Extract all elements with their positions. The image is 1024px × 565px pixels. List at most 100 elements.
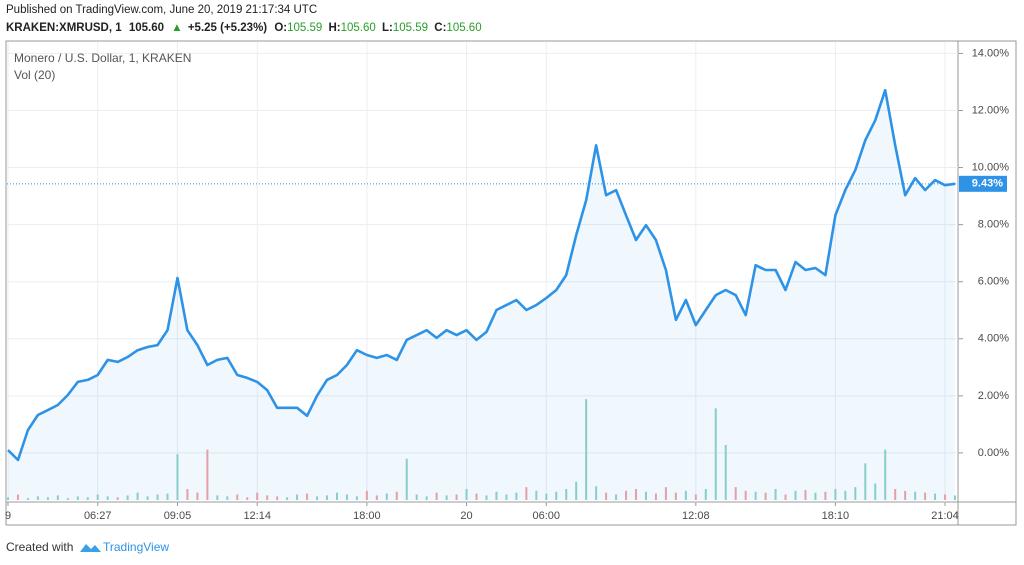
volume-bar	[714, 408, 717, 500]
volume-bar	[345, 494, 348, 500]
ohlc-value: 105.59	[287, 22, 322, 34]
y-tick-label: 2.00%	[978, 390, 1009, 402]
ohlc-value: 105.60	[341, 22, 376, 34]
volume-bar	[914, 491, 917, 500]
volume-bar	[864, 463, 867, 500]
plot	[7, 88, 958, 500]
volume-bar	[794, 490, 797, 500]
volume-bar	[605, 492, 608, 500]
y-tick-label: 6.00%	[978, 276, 1009, 288]
volume-bar	[306, 493, 309, 500]
volume-bar	[515, 492, 518, 500]
y-tick-label: 8.00%	[978, 219, 1009, 231]
volume-bar	[106, 496, 109, 500]
volume-bar	[236, 494, 239, 500]
volume-bar	[644, 491, 647, 500]
logo	[80, 544, 101, 552]
volume-bar	[335, 492, 338, 500]
volume-bar	[944, 494, 947, 500]
volume-bar	[405, 458, 408, 500]
volume-bar	[216, 495, 219, 500]
brand: TradingView	[103, 540, 169, 554]
volume-bar	[854, 487, 857, 500]
volume-bar	[954, 495, 956, 500]
volume	[7, 399, 956, 500]
volume-bar	[316, 496, 319, 500]
volume-bar	[246, 497, 249, 500]
change: +5.25 (+5.23%)	[188, 22, 267, 34]
grid	[7, 42, 958, 502]
volume-bar	[365, 490, 368, 500]
volume-bar	[176, 454, 179, 500]
price-line	[7, 88, 956, 462]
volume-bar	[296, 494, 299, 500]
volume-bar	[425, 496, 428, 500]
volume-bar	[814, 492, 817, 500]
volume-bar	[535, 490, 538, 500]
volume-bar	[704, 489, 707, 500]
volume-bar	[834, 489, 837, 500]
volume-bar	[784, 494, 787, 500]
volume-bar	[196, 492, 199, 500]
volume-bar	[555, 491, 558, 500]
volume-bar	[724, 445, 727, 500]
volume-bar	[804, 489, 807, 500]
volume-bar	[465, 489, 468, 500]
price: 105.60	[129, 22, 164, 34]
last-value-label: 9.43%	[972, 178, 1003, 190]
volume-bar	[525, 487, 528, 500]
volume-bar	[126, 495, 129, 500]
volume-bar	[585, 399, 588, 500]
ohlc-value: 105.60	[446, 22, 481, 34]
volume-bar	[894, 489, 897, 500]
volume-bar	[355, 496, 358, 500]
x-tick-label: 09:05	[164, 510, 192, 522]
volume-bar	[734, 487, 737, 500]
volume-bar	[694, 494, 697, 500]
arrow: ▲	[171, 22, 182, 34]
created-with: Created with	[6, 540, 73, 554]
x-tick-label: 06:27	[84, 510, 112, 522]
axes: 0.00% 2.00% 4.00% 6.00% 8.00% 10.00% 12.00% 14.…	[5, 47, 1009, 522]
volume-bar	[545, 493, 548, 500]
volume-bar	[455, 494, 458, 500]
pane-border	[5, 40, 1017, 526]
volume-bar	[146, 496, 149, 500]
volume-bar	[166, 493, 169, 500]
volume-bar	[615, 494, 618, 500]
volume-bar	[86, 497, 89, 500]
volume-bar	[66, 498, 69, 500]
volume-bar	[116, 497, 119, 500]
volume-bar	[635, 489, 638, 500]
volume-bar	[206, 449, 209, 500]
volume-bar	[595, 486, 598, 500]
volume-bar	[435, 492, 438, 500]
volume-bar	[16, 494, 19, 500]
ohlc-label: C:	[434, 22, 446, 34]
symbol-line: KRAKEN:XMRUSD, 1 105.60 ▲ +5.25 (+5.23%)…	[6, 22, 482, 34]
volume-bar	[156, 494, 159, 500]
volume-bar	[844, 490, 847, 500]
volume-bar	[884, 449, 887, 500]
x-tick-label: 06:00	[533, 510, 561, 522]
x-tick-label: 9	[5, 510, 11, 522]
volume-bar	[395, 491, 398, 500]
volume-bar	[445, 495, 448, 500]
volume-bar	[824, 491, 827, 500]
y-tick-label: 4.00%	[978, 333, 1009, 345]
volume-bar	[226, 496, 229, 500]
ohlc-label: O:	[274, 22, 287, 34]
volume-label: Vol (20)	[14, 68, 55, 82]
volume-bar	[505, 494, 508, 500]
volume-bar	[744, 490, 747, 500]
volume-bar	[256, 492, 259, 500]
volume-bar	[46, 497, 49, 500]
volume-bar	[874, 483, 877, 500]
volume-bar	[266, 495, 269, 500]
volume-bar	[495, 491, 498, 500]
x-tick-label: 21:04	[931, 510, 959, 522]
volume-bar	[764, 492, 767, 500]
volume-bar	[485, 495, 488, 500]
volume-bar	[186, 489, 189, 500]
